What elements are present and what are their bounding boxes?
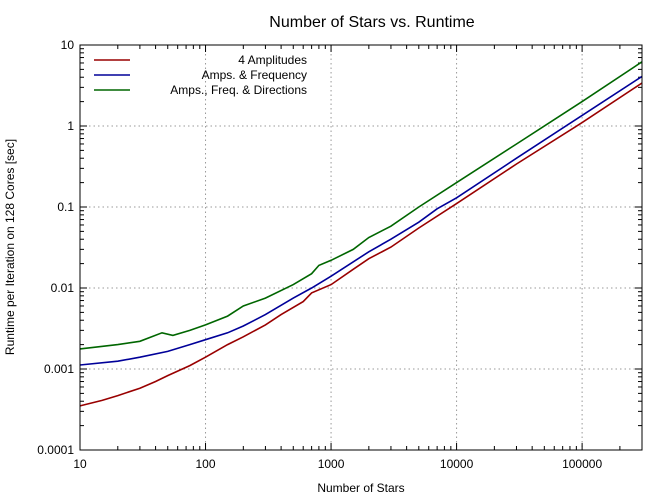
y-tick-label: 0.1 [57,200,74,214]
x-tick-label: 100 [196,457,216,471]
y-tick-label: 0.01 [51,281,75,295]
series-line-0 [79,82,643,407]
y-tick-label: 1 [67,119,74,133]
plot-frame [79,44,643,451]
ticks: 10 100 1000 10000 100000 0.0001 0.001 0.01 0.1 1 1… [37,38,643,471]
x-axis-label: Number of Stars [317,481,404,495]
y-axis-label: Runtime per Iteration on 128 Cores [sec] [3,139,17,355]
x-tick-label: 1000 [318,457,345,471]
series-line-2 [79,61,643,350]
y-tick-label: 10 [61,38,75,52]
legend-label: Amps. & Frequency [202,68,307,82]
x-tick-label: 10 [73,457,87,471]
x-tick-label: 100000 [562,457,602,471]
y-tick-label: 0.0001 [37,443,74,457]
grid [80,45,642,450]
x-tick-label: 10000 [440,457,474,471]
chart-title: Number of Stars vs. Runtime [269,14,475,31]
legend-label: Amps., Freq. & Directions [170,83,307,97]
series-line-1 [79,75,643,366]
series-lines [79,61,643,407]
y-tick-label: 0.001 [44,362,74,376]
legend-label: 4 Amplitudes [238,53,307,67]
